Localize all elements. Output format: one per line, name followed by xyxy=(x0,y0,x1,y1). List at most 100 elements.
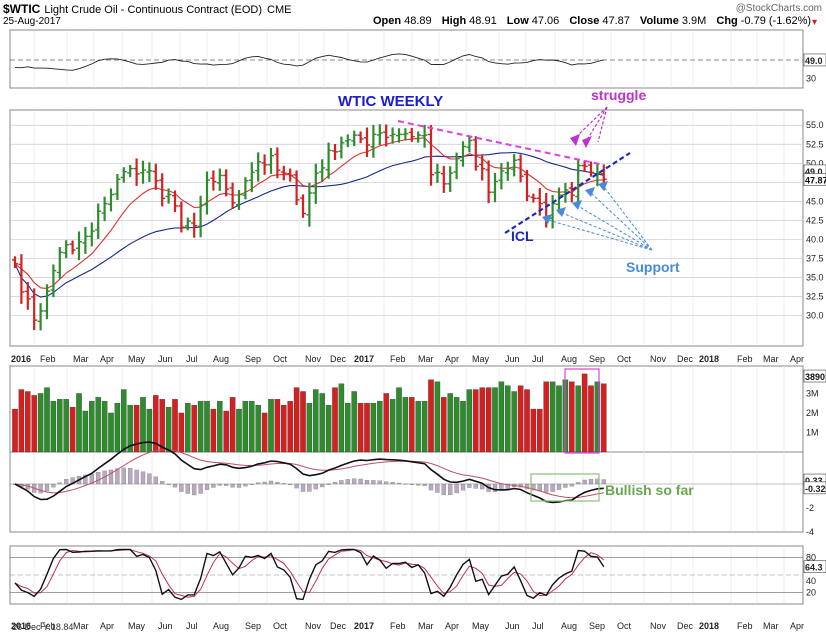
time-axis-label: Jul xyxy=(186,354,198,364)
volume-bar xyxy=(351,391,357,453)
macd-histogram-bar xyxy=(460,483,466,491)
macd-line xyxy=(14,441,604,504)
macd-histogram-bar xyxy=(204,483,210,490)
macd-histogram-bar xyxy=(121,467,126,485)
symbol-title: $WTIC Light Crude Oil - Continuous Contra… xyxy=(3,2,291,16)
time-axis-label: Apr xyxy=(100,354,114,364)
macd-histogram-bar xyxy=(556,483,562,490)
volume-bar xyxy=(165,406,172,453)
macd-histogram-bar xyxy=(153,476,158,485)
rsi-line xyxy=(14,53,604,71)
icl-annotation: ICL xyxy=(511,228,534,244)
time-axis-label: Nov xyxy=(650,621,667,631)
volume-bar xyxy=(31,395,37,453)
volume-bar xyxy=(466,389,473,453)
time-axis-label: Feb xyxy=(40,354,56,364)
volume-bar xyxy=(18,389,25,453)
macd-histogram-bar xyxy=(428,483,434,491)
macd-histogram-bar xyxy=(160,481,165,485)
macd-histogram-bar xyxy=(544,483,549,493)
macd-histogram-bar xyxy=(268,480,274,485)
volume-bar xyxy=(345,403,351,453)
volume-bar xyxy=(498,381,505,453)
volume-bar xyxy=(601,383,607,453)
volume-bar xyxy=(300,391,306,453)
rsi-tag: 49.0 xyxy=(805,56,823,66)
macd-histogram-bar xyxy=(198,483,203,494)
macd-histogram-bar xyxy=(300,483,306,492)
macd-histogram-bar xyxy=(211,483,216,488)
panel-frame xyxy=(9,29,804,89)
support-arrow-head xyxy=(598,181,608,191)
macd-histogram-bar xyxy=(320,483,325,488)
volume-bar xyxy=(57,399,63,453)
macd-histogram-bar xyxy=(38,483,43,494)
volume-bar xyxy=(153,395,159,453)
time-axis-label: Jul xyxy=(532,354,544,364)
macd-histogram-bar xyxy=(384,481,389,485)
volume-bar xyxy=(229,397,236,453)
macd-histogram-bar xyxy=(473,483,478,489)
volume-bar xyxy=(389,399,396,453)
macd-histogram-bar xyxy=(492,483,498,492)
time-axis-label: 2018 xyxy=(699,621,719,631)
support-annotation: Support xyxy=(626,259,680,275)
volume-bar xyxy=(274,399,281,453)
volume-bar xyxy=(377,401,383,453)
time-axis-label: Dec xyxy=(677,354,694,364)
stochastic-k-line xyxy=(14,548,605,601)
volume-bar xyxy=(69,406,76,453)
volume-bar xyxy=(95,397,101,453)
volume-bar xyxy=(402,397,409,453)
down-arrow-icon: ▾ xyxy=(812,17,817,28)
macd-highlight-box xyxy=(530,473,600,502)
volume-bar xyxy=(281,404,287,453)
macd-histogram-bar xyxy=(358,478,363,485)
time-axis-label: Jun xyxy=(505,354,520,364)
volume-bar xyxy=(434,381,441,453)
panel-frame xyxy=(9,109,804,347)
macd-tick-label: -4 xyxy=(806,527,814,537)
time-axis-label: Oct xyxy=(617,621,632,631)
volume-bar xyxy=(140,397,146,453)
stochastic-tag-box xyxy=(803,560,826,574)
time-axis-label: Mar xyxy=(73,621,89,631)
macd-histogram-bar xyxy=(364,480,370,485)
volume-bar xyxy=(453,397,460,453)
volume-bar xyxy=(37,393,44,453)
macd-tag-2: -0.32 xyxy=(805,484,826,494)
macd-tag-1: 0.33 xyxy=(805,476,823,486)
price-tick-label: 42.5 xyxy=(806,215,824,225)
volume-bar xyxy=(242,401,249,453)
price-tick-label: 32.5 xyxy=(806,292,824,302)
time-axis-label: Mar xyxy=(73,354,89,364)
volume-bar xyxy=(217,401,223,453)
macd-histogram-bar xyxy=(313,483,318,490)
volume-bar xyxy=(268,399,274,453)
volume-bar xyxy=(306,403,313,453)
volume-bar xyxy=(543,381,549,453)
volume-bar xyxy=(261,412,268,453)
volume-bar xyxy=(364,403,370,453)
macd-histogram-bar xyxy=(140,471,146,485)
volume-bar xyxy=(421,401,428,453)
support-arrow-line xyxy=(603,186,653,251)
volume-bar xyxy=(338,383,345,453)
volume-bar xyxy=(537,408,543,453)
volume-bar xyxy=(249,401,255,453)
volume-bar xyxy=(319,393,325,453)
macd-histogram-bar xyxy=(147,473,152,485)
volume-bar xyxy=(185,403,191,453)
time-axis-label: Apr xyxy=(445,621,459,631)
macd-histogram-bar xyxy=(467,483,472,488)
macd-histogram-bar xyxy=(64,478,69,485)
stochastic-tick-label: 40 xyxy=(806,576,816,586)
time-axis-label: Aug xyxy=(561,621,577,631)
time-axis-label: 2018 xyxy=(699,354,719,364)
volume-bar xyxy=(479,387,485,453)
time-axis-label: May xyxy=(128,354,146,364)
volume-bar xyxy=(505,385,511,453)
chart-annotation-title: WTIC WEEKLY xyxy=(338,93,443,110)
volume-highlight-box xyxy=(564,368,600,454)
macd-histogram-bar xyxy=(550,483,555,492)
